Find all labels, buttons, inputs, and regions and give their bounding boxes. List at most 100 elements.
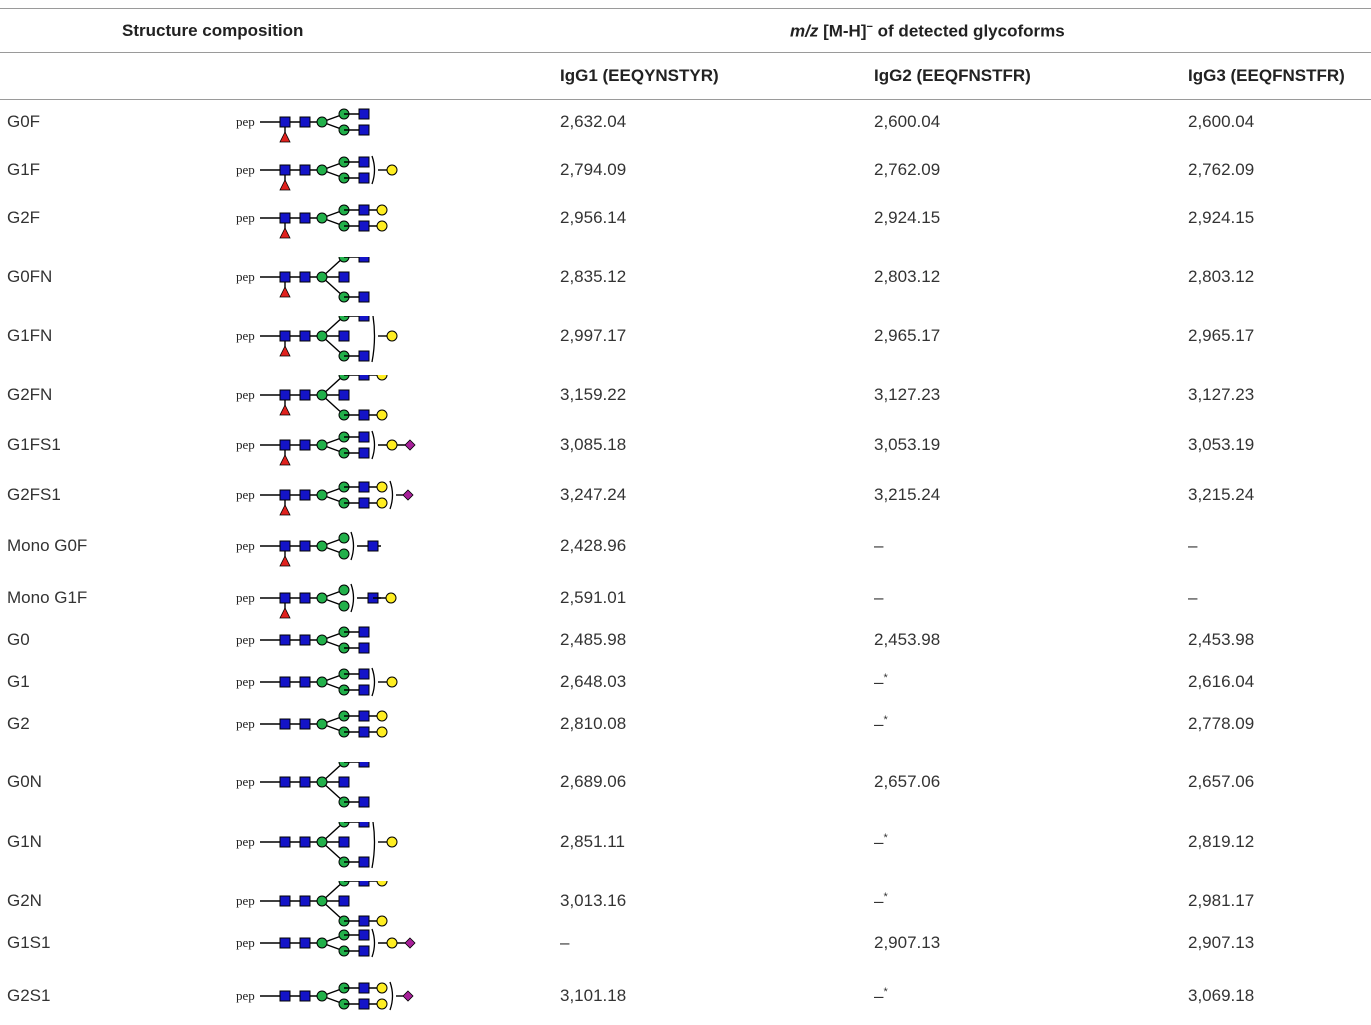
pep-label: pep (236, 210, 255, 225)
mz-italic: m/z (790, 21, 819, 41)
glycan-structure: pep (236, 204, 388, 239)
igg2-header: IgG2 (EEQFNSTFR) (874, 66, 1031, 85)
igg2-mz: 3,215.24 (874, 485, 941, 504)
glycan-structure: pep (236, 531, 381, 567)
igg3-mz: – (1188, 588, 1198, 607)
igg1-mz: 2,591.01 (560, 588, 627, 607)
igg2-mz: –* (874, 714, 888, 734)
igg2-mz: 2,924.15 (874, 208, 941, 227)
glycan-structure: pep (236, 309, 398, 363)
glycan-structure: pep (236, 667, 398, 697)
pep-label: pep (236, 988, 255, 1003)
footnote-marker: * (883, 986, 888, 998)
glycan-structure: pep (236, 480, 414, 516)
glycan-cell: pep (236, 106, 426, 151)
glycoform-name: G2FN (7, 385, 53, 404)
glycoform-name: G0FN (7, 267, 53, 286)
glycan-structure: pep (236, 108, 370, 143)
igg1-mz: 3,085.18 (560, 435, 627, 454)
glycan-structure: pep (236, 710, 388, 738)
glycan-structure: pep (236, 155, 398, 191)
glycoform-name: G2N (7, 891, 42, 910)
igg1-mz: 2,632.04 (560, 112, 627, 131)
glycoform-name: G1FN (7, 326, 53, 345)
glycan-structure: pep (236, 626, 370, 654)
igg2-mz: 2,803.12 (874, 267, 941, 286)
igg2-mz: 2,453.98 (874, 630, 941, 649)
pep-label: pep (236, 114, 255, 129)
igg2-mz: –* (874, 832, 888, 852)
pep-label: pep (236, 328, 255, 343)
pep-label: pep (236, 590, 255, 605)
glycan-cell: pep (236, 815, 426, 883)
igg1-mz: 2,851.11 (560, 832, 625, 851)
glycan-cell: pep (236, 756, 426, 823)
pep-label: pep (236, 893, 255, 908)
igg1-mz: 2,997.17 (560, 326, 627, 345)
table-row: G2N 3,013.16 –* 2,981.17 pep (0, 875, 1371, 927)
glycan-cell: pep (236, 927, 426, 972)
table-row: G1 2,648.03 –* 2,616.04 pep (0, 667, 1371, 697)
table-row: G2FN 3,159.22 3,127.23 3,127.23 pep (0, 369, 1371, 421)
pep-label: pep (236, 162, 255, 177)
igg2-mz: 2,657.06 (874, 772, 941, 791)
igg3-mz: 2,762.09 (1188, 160, 1255, 179)
glycoform-name: G0 (7, 630, 30, 649)
glycoform-name: G0N (7, 772, 42, 791)
glycan-cell: pep (236, 582, 426, 627)
igg3-mz: – (1188, 536, 1198, 555)
igg2-mz: 2,600.04 (874, 112, 941, 131)
igg3-mz: 2,965.17 (1188, 326, 1255, 345)
glycan-structure: pep (236, 928, 416, 958)
glycan-cell: pep (236, 369, 426, 436)
table-row: G0FN 2,835.12 2,803.12 2,803.12 pep (0, 251, 1371, 303)
igg1-mz: – (560, 933, 570, 952)
igg3-mz: 2,924.15 (1188, 208, 1255, 227)
glycan-structure: pep (236, 756, 370, 808)
glycan-cell: pep (236, 666, 426, 711)
igg3-mz: 2,907.13 (1188, 933, 1255, 952)
pep-label: pep (236, 387, 255, 402)
glycoform-name: Mono G0F (7, 536, 88, 555)
glycan-structure: pep (236, 251, 370, 303)
glycan-cell: pep (236, 875, 426, 942)
glycan-cell: pep (236, 309, 426, 377)
glycoform-name: G0F (7, 112, 41, 131)
header-rule-1 (0, 52, 1371, 53)
glycan-cell: pep (236, 479, 426, 524)
footnote-marker: * (883, 714, 888, 726)
igg1-mz: 2,648.03 (560, 672, 627, 691)
footnote-marker: * (883, 672, 888, 684)
glycoform-name: Mono G1F (7, 588, 88, 607)
igg3-mz: 2,803.12 (1188, 267, 1255, 286)
glycan-cell: pep (236, 251, 426, 318)
table-row: G1N 2,851.11 –* 2,819.12 pep (0, 815, 1371, 869)
igg1-header: IgG1 (EEQYNSTYR) (560, 66, 719, 85)
igg2-mz: – (874, 536, 884, 555)
table-row: G2FS1 3,247.24 3,215.24 3,215.24 pep (0, 480, 1371, 516)
glycan-structure: pep (236, 981, 414, 1011)
igg3-mz: 2,453.98 (1188, 630, 1255, 649)
table-row: G2S1 3,101.18 –* 3,069.18 pep (0, 981, 1371, 1011)
glycoform-name: G2F (7, 208, 41, 227)
glycoform-name: G2S1 (7, 986, 51, 1005)
table-row: G1F 2,794.09 2,762.09 2,762.09 pep (0, 155, 1371, 191)
table-row: G1FN 2,997.17 2,965.17 2,965.17 pep (0, 309, 1371, 363)
top-rule (0, 8, 1371, 9)
igg2-mz: 2,907.13 (874, 933, 941, 952)
table-row: G2 2,810.08 –* 2,778.09 pep (0, 710, 1371, 738)
igg3-mz: 2,981.17 (1188, 891, 1255, 910)
pep-label: pep (236, 538, 255, 553)
igg3-mz: 2,657.06 (1188, 772, 1255, 791)
mz-header: m/z [M-H]− of detected glycoforms (790, 21, 1065, 42)
glycoform-name: G1N (7, 832, 42, 851)
igg1-mz: 3,247.24 (560, 485, 627, 504)
igg2-mz: –* (874, 986, 888, 1006)
igg3-mz: 3,053.19 (1188, 435, 1255, 454)
glycan-cell: pep (236, 429, 426, 474)
igg2-mz: 3,053.19 (874, 435, 941, 454)
igg2-mz: 2,762.09 (874, 160, 941, 179)
table-row: Mono G0F 2,428.96 – – pep (0, 531, 1371, 567)
igg1-mz: 3,013.16 (560, 891, 627, 910)
glycan-cell: pep (236, 530, 426, 575)
